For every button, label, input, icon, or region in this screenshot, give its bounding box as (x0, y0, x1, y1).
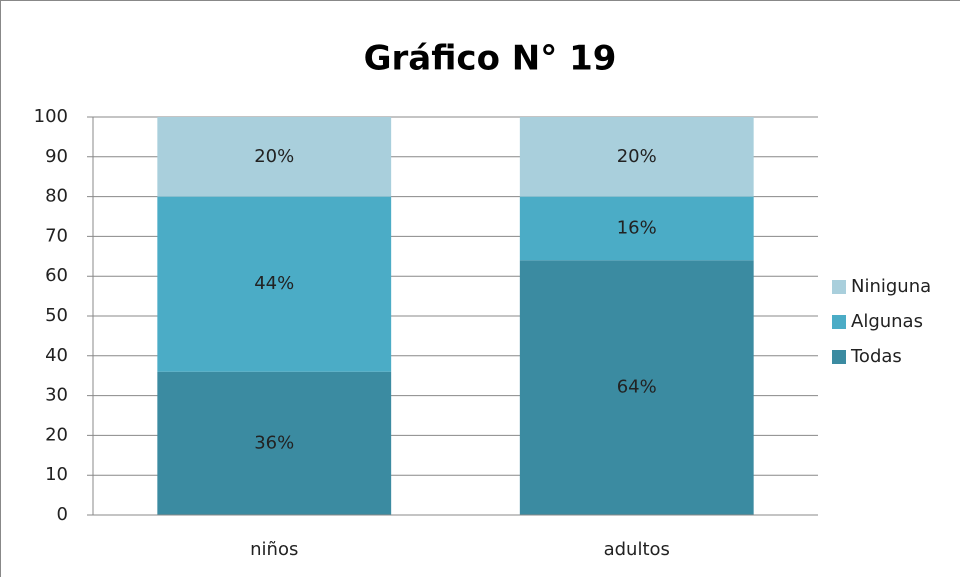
legend-label: Niniguna (851, 276, 931, 297)
bar-segment (157, 196, 392, 372)
y-tick-label: 40 (45, 345, 68, 366)
y-tick-label: 10 (45, 464, 68, 485)
data-label: 64% (617, 377, 657, 398)
legend-label: Todas (850, 346, 902, 367)
legend-swatch (832, 315, 846, 329)
bar-segment (519, 196, 754, 261)
bar-segment (157, 117, 392, 197)
y-tick-label: 100 (34, 106, 68, 127)
y-tick-label: 80 (45, 186, 68, 207)
bar-segment (519, 117, 754, 197)
legend-label: Algunas (851, 311, 923, 332)
data-label: 16% (617, 217, 657, 238)
bar-segment (519, 260, 754, 515)
y-tick-label: 0 (57, 504, 68, 525)
data-label: 36% (254, 432, 294, 453)
y-tick-label: 90 (45, 146, 68, 167)
legend-swatch (832, 350, 846, 364)
y-tick-label: 60 (45, 265, 68, 286)
data-label: 44% (254, 273, 294, 294)
data-label: 20% (254, 146, 294, 167)
y-tick-label: 20 (45, 424, 68, 445)
chart-title: Gráfico N° 19 (364, 39, 617, 79)
x-tick-label: adultos (604, 539, 670, 560)
data-label: 20% (617, 146, 657, 167)
y-tick-label: 70 (45, 225, 68, 246)
legend-swatch (832, 280, 846, 294)
bar-segment (157, 371, 392, 515)
y-tick-label: 50 (45, 305, 68, 326)
y-tick-label: 30 (45, 385, 68, 406)
x-tick-label: niños (250, 539, 298, 560)
